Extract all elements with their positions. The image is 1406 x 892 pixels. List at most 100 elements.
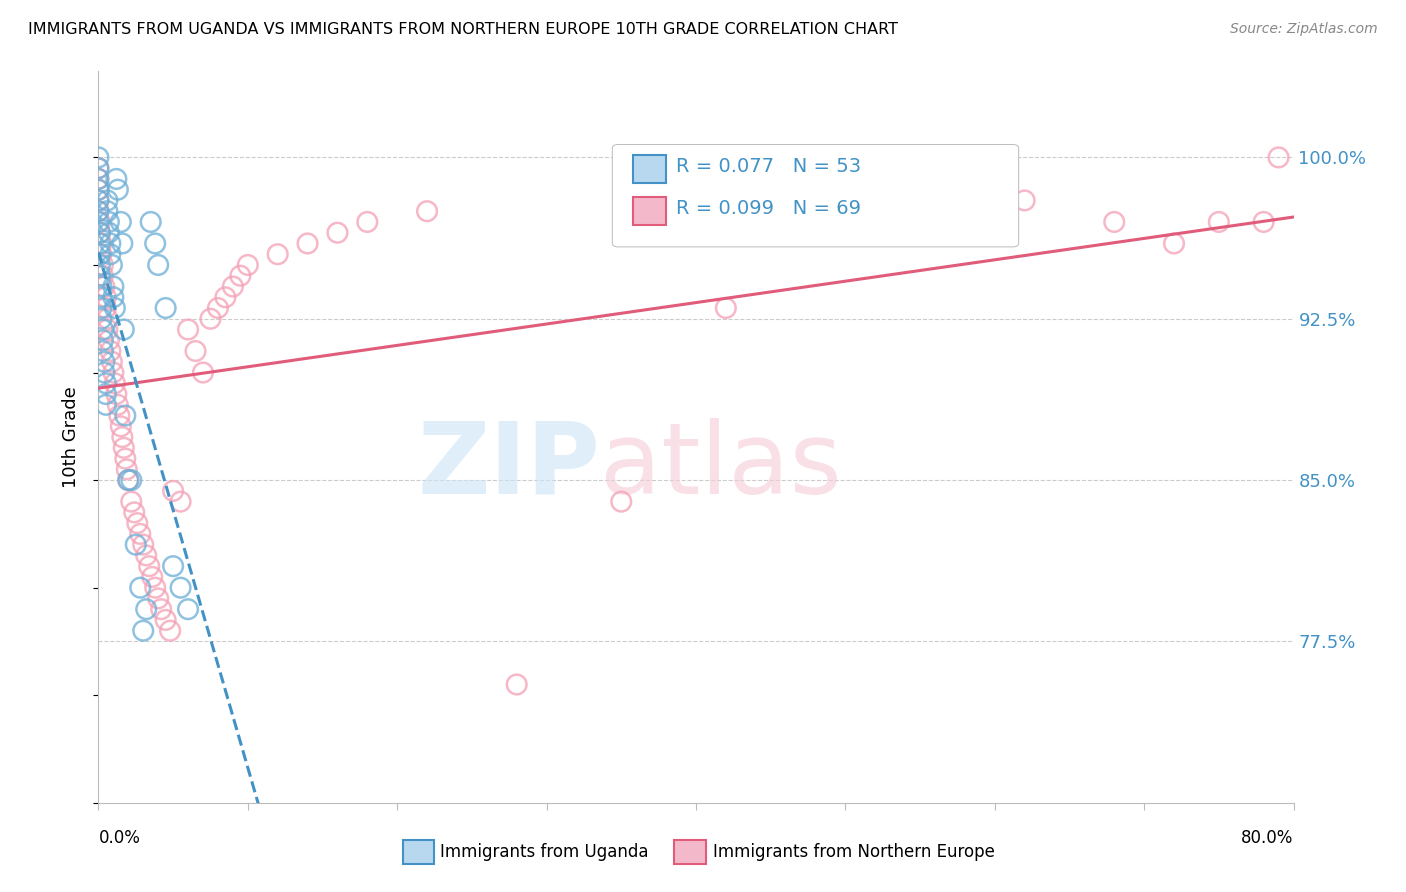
Point xyxy=(714,301,737,315)
Point xyxy=(120,473,142,487)
Point xyxy=(191,366,214,380)
Point xyxy=(1267,150,1289,164)
FancyBboxPatch shape xyxy=(633,155,666,183)
Point xyxy=(107,398,129,412)
Point xyxy=(143,581,166,595)
Point xyxy=(148,591,170,606)
Point xyxy=(267,247,290,261)
Point xyxy=(124,505,146,519)
Text: Immigrants from Uganda: Immigrants from Uganda xyxy=(440,843,648,861)
Point xyxy=(1163,236,1185,251)
Point xyxy=(94,398,117,412)
Point xyxy=(326,226,349,240)
Point xyxy=(103,279,125,293)
Point xyxy=(207,301,229,315)
Point xyxy=(356,215,378,229)
Point xyxy=(104,376,127,391)
Text: 0.0%: 0.0% xyxy=(98,829,141,847)
Point xyxy=(93,366,115,380)
Point xyxy=(89,226,111,240)
Point xyxy=(89,247,111,261)
Text: Source: ZipAtlas.com: Source: ZipAtlas.com xyxy=(1230,22,1378,37)
Point xyxy=(155,613,177,627)
Point xyxy=(117,473,139,487)
Point xyxy=(87,183,110,197)
Point xyxy=(222,279,245,293)
Point xyxy=(506,677,529,691)
Point xyxy=(94,290,117,304)
Point xyxy=(87,150,110,164)
Point xyxy=(297,236,319,251)
Point xyxy=(169,581,191,595)
Point xyxy=(103,366,125,380)
Point xyxy=(98,236,122,251)
Point xyxy=(89,215,111,229)
Text: atlas: atlas xyxy=(600,417,842,515)
Point xyxy=(90,301,112,315)
Point xyxy=(155,301,177,315)
Point xyxy=(177,602,200,616)
Point xyxy=(91,322,114,336)
Point xyxy=(87,161,110,176)
Point xyxy=(90,279,112,293)
Point xyxy=(91,268,114,283)
Point xyxy=(114,409,136,423)
Point xyxy=(101,355,124,369)
Point xyxy=(214,290,236,304)
Point xyxy=(108,409,131,423)
Point xyxy=(96,204,118,219)
Point xyxy=(87,183,110,197)
FancyBboxPatch shape xyxy=(404,840,434,863)
Point xyxy=(87,194,110,208)
Point xyxy=(93,355,115,369)
Point xyxy=(87,215,110,229)
Point xyxy=(101,258,124,272)
Point xyxy=(416,204,439,219)
Point xyxy=(87,172,110,186)
Point xyxy=(120,494,142,508)
FancyBboxPatch shape xyxy=(675,840,706,863)
Point xyxy=(89,258,111,272)
Point xyxy=(107,183,129,197)
Text: IMMIGRANTS FROM UGANDA VS IMMIGRANTS FROM NORTHERN EUROPE 10TH GRADE CORRELATION: IMMIGRANTS FROM UGANDA VS IMMIGRANTS FRO… xyxy=(28,22,898,37)
Point xyxy=(94,376,117,391)
Point xyxy=(117,473,139,487)
Text: 80.0%: 80.0% xyxy=(1241,829,1294,847)
Point xyxy=(90,247,112,261)
Point xyxy=(112,322,135,336)
Point xyxy=(169,494,191,508)
Text: ZIP: ZIP xyxy=(418,417,600,515)
Point xyxy=(229,268,252,283)
Point xyxy=(98,344,122,359)
Point xyxy=(87,204,110,219)
Point xyxy=(141,570,163,584)
Text: R = 0.099   N = 69: R = 0.099 N = 69 xyxy=(676,199,860,218)
Point xyxy=(91,258,114,272)
Point xyxy=(162,483,184,498)
Point xyxy=(236,258,259,272)
Point xyxy=(1104,215,1126,229)
Point xyxy=(610,494,633,508)
Point xyxy=(110,419,132,434)
Point xyxy=(114,451,136,466)
Point xyxy=(91,333,114,347)
Point xyxy=(110,215,132,229)
Point xyxy=(97,226,120,240)
Point xyxy=(1014,194,1036,208)
Point xyxy=(159,624,181,638)
Point xyxy=(139,215,162,229)
Point xyxy=(132,624,155,638)
Point xyxy=(125,538,148,552)
Point xyxy=(135,549,157,563)
Point xyxy=(115,462,138,476)
Point xyxy=(111,236,134,251)
Point xyxy=(103,290,125,304)
Point xyxy=(96,322,118,336)
Point xyxy=(127,516,149,530)
Point xyxy=(93,279,115,293)
Point xyxy=(112,441,135,455)
Point xyxy=(89,226,111,240)
Point xyxy=(111,430,134,444)
Point xyxy=(148,258,170,272)
Point xyxy=(87,172,110,186)
